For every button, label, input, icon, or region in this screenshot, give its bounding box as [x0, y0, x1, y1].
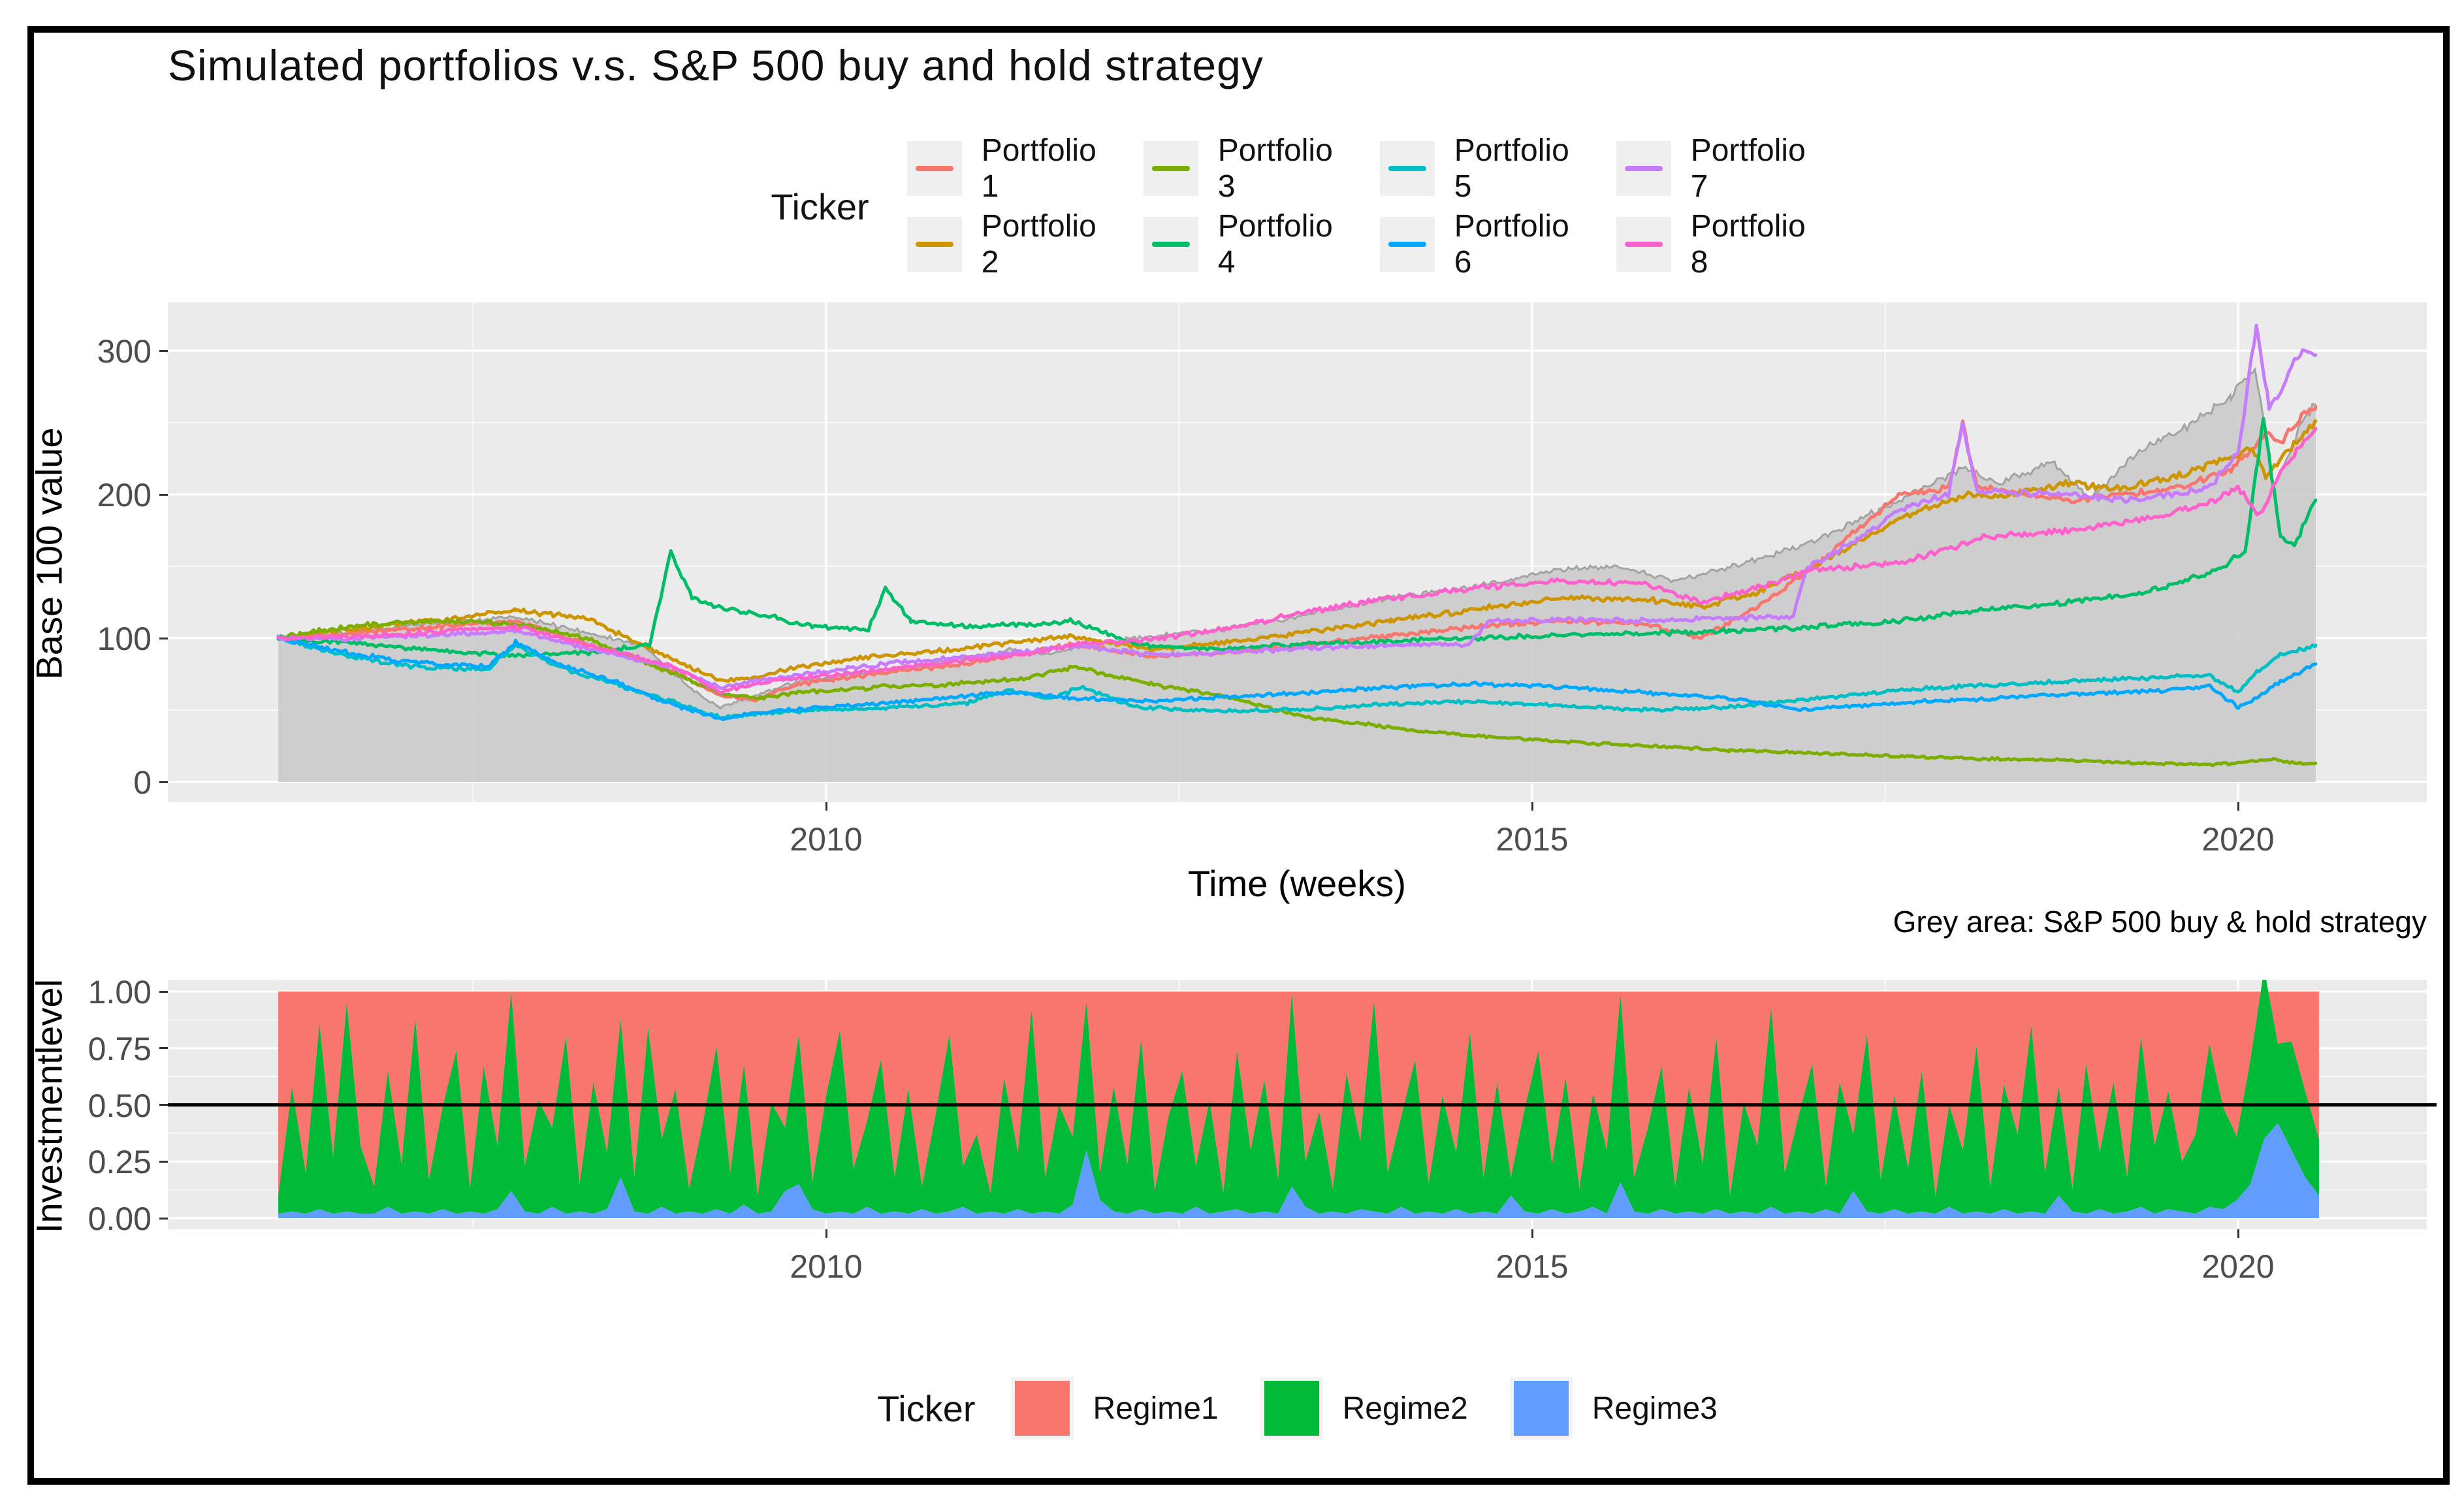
legend-line-swatch [1388, 242, 1426, 247]
plot-title: Simulated portfolios v.s. S&P 500 buy an… [168, 41, 1264, 89]
y-tick-mark [159, 990, 168, 993]
legend-item-portfolio-4: Portfolio 4 [1143, 208, 1351, 280]
y-tick-mark [159, 1104, 168, 1106]
y-tick-mark [159, 1160, 168, 1163]
regime-area-regime1 [278, 980, 2319, 1196]
legend-key-icon [1616, 141, 1671, 196]
legend-line-swatch [915, 242, 953, 247]
legend-line-swatch [1624, 166, 1663, 171]
legend-column: Portfolio 5 Portfolio 6 [1379, 133, 1588, 280]
threshold-line-0-5 [168, 1103, 2437, 1107]
y-tick-label: 200 [97, 477, 152, 513]
y-tick-label: 0.50 [88, 1087, 152, 1124]
x-tick-mark [1531, 802, 1533, 811]
legend-item-portfolio-2: Portfolio 2 [906, 208, 1115, 280]
legend-key-icon [1143, 217, 1198, 272]
legend-column: Portfolio 7 Portfolio 8 [1616, 133, 1824, 280]
legend-line-swatch [1151, 242, 1190, 247]
x-tick-label: 2015 [1496, 1248, 1569, 1285]
legend-title: Ticker [877, 1387, 976, 1429]
series-line-portfolio-8 [276, 427, 2318, 694]
y-tick-mark [159, 493, 168, 496]
series-line-portfolio-6 [276, 637, 2318, 722]
legend-label: Portfolio 5 [1454, 133, 1569, 204]
legend-key-icon [906, 141, 962, 196]
legend-label: Regime1 [1093, 1391, 1219, 1426]
x-tick-label: 2020 [2201, 821, 2275, 858]
legend-label: Portfolio 7 [1690, 133, 1806, 204]
legend-line-swatch [1624, 242, 1663, 247]
y-tick-label: 0.25 [88, 1144, 152, 1181]
sp500-note: Grey area: S&P 500 buy & hold strategy [1893, 905, 2427, 939]
y-tick-label: 300 [97, 333, 152, 370]
legend-key-icon [1379, 141, 1435, 196]
legend-key-icon [1143, 141, 1198, 196]
x-tick-label: 2015 [1496, 821, 1569, 858]
legend-line-swatch [915, 166, 953, 171]
legend-column: Portfolio 3 Portfolio 4 [1143, 133, 1351, 280]
legend-label: Portfolio 2 [981, 209, 1096, 280]
legend-item-portfolio-6: Portfolio 6 [1379, 208, 1588, 280]
x-tick-mark [1531, 1229, 1533, 1238]
y-tick-mark [159, 781, 168, 783]
legend-item-regime3: Regime3 [1509, 1377, 1718, 1440]
y-tick-mark [159, 637, 168, 639]
portfolio-chart [168, 302, 2427, 802]
x-axis-title-top: Time (weeks) [1188, 863, 1406, 904]
legend-item-portfolio-1: Portfolio 1 [906, 133, 1115, 204]
sp500-area-outline [278, 366, 2317, 710]
y-tick-label: 0.00 [88, 1201, 152, 1237]
legend-line-swatch [1388, 166, 1426, 171]
legend-column: Portfolio 1 Portfolio 2 [906, 133, 1115, 280]
legend-line-swatch [1151, 166, 1190, 171]
legend-fill-swatch [1260, 1377, 1323, 1440]
y-axis-title-top: Base 100 value [28, 427, 70, 680]
legend-fill-swatch [1010, 1377, 1074, 1440]
x-tick-mark [825, 1229, 827, 1238]
legend-label: Regime2 [1342, 1391, 1468, 1426]
series-line-portfolio-5 [276, 634, 2318, 720]
x-tick-label: 2020 [2201, 1248, 2275, 1285]
legend-item-portfolio-7: Portfolio 7 [1616, 133, 1824, 204]
legend-item-regime2: Regime2 [1260, 1377, 1468, 1440]
legend-label: Portfolio 8 [1690, 209, 1806, 280]
legend-label: Portfolio 1 [981, 133, 1096, 204]
x-tick-mark [2237, 1229, 2239, 1238]
legend-item-portfolio-8: Portfolio 8 [1616, 208, 1824, 280]
legend-item-portfolio-3: Portfolio 3 [1143, 133, 1351, 204]
x-tick-mark [825, 802, 827, 811]
series-line-portfolio-7 [276, 323, 2318, 690]
y-tick-mark [159, 349, 168, 352]
legend-title: Ticker [771, 186, 869, 227]
series-line-portfolio-2 [276, 419, 2318, 683]
legend-fill-swatch [1509, 1377, 1573, 1440]
y-tick-label: 100 [97, 621, 152, 657]
legend-item-regime1: Regime1 [1010, 1377, 1219, 1440]
legend-label: Portfolio 6 [1454, 209, 1569, 280]
legend-key-icon [906, 217, 962, 272]
legend-label: Portfolio 4 [1217, 209, 1333, 280]
legend-regimes: Ticker Regime1 Regime2 Regime3 [168, 1377, 2427, 1440]
legend-item-portfolio-5: Portfolio 5 [1379, 133, 1588, 204]
legend-label: Regime3 [1592, 1391, 1718, 1426]
regime-area-regime3 [278, 1123, 2319, 1218]
y-tick-label: 0.75 [88, 1030, 152, 1067]
y-tick-label: 0 [133, 764, 152, 801]
legend-key-icon [1379, 217, 1435, 272]
legend-portfolios: Ticker Portfolio 1 Portfolio 2 Portfolio 3… [168, 133, 2427, 280]
legend-label: Portfolio 3 [1217, 133, 1333, 204]
x-tick-label: 2010 [790, 821, 863, 858]
sp500-area [278, 369, 2316, 782]
series-line-portfolio-4 [276, 417, 2318, 659]
x-tick-label: 2010 [790, 1248, 863, 1285]
legend-key-icon [1616, 217, 1671, 272]
x-tick-mark [2237, 802, 2239, 811]
y-tick-mark [159, 1217, 168, 1220]
regime-area-regime2 [278, 980, 2319, 1214]
y-tick-mark [159, 1047, 168, 1050]
y-tick-label: 1.00 [88, 974, 152, 1010]
